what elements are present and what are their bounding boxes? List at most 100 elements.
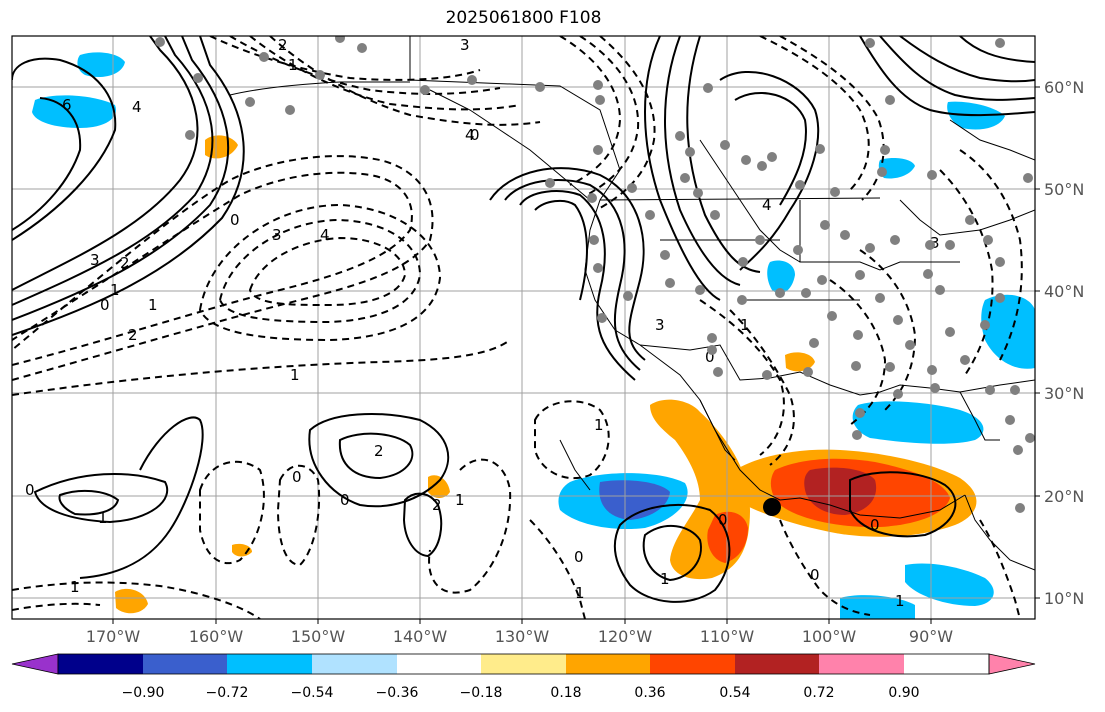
lon-ticks xyxy=(112,619,932,624)
contour-label: 2 xyxy=(120,254,130,272)
lon-labels: 170°W 160°W 150°W 140°W 130°W 120°W 110°… xyxy=(86,627,953,646)
colorbar-tick: −0.18 xyxy=(460,685,503,701)
contour-label: 2 xyxy=(278,36,288,54)
contour-label: 1 xyxy=(70,578,80,596)
lon-label-110w: 110°W xyxy=(700,627,755,646)
contour-label: 1 xyxy=(288,56,298,74)
contour-label: 0 xyxy=(870,516,880,534)
lon-label-170w: 170°W xyxy=(86,627,141,646)
lon-label-120w: 120°W xyxy=(598,627,653,646)
contour-label: 4 xyxy=(465,126,475,144)
contour-label: 1 xyxy=(148,296,158,314)
colorbar-segment xyxy=(312,654,397,674)
center-marker xyxy=(763,498,781,516)
colorbar-segment xyxy=(397,654,481,674)
contour-label: 1 xyxy=(575,584,585,602)
colorbar-tick: 0.54 xyxy=(719,685,750,701)
contour-label: 2 xyxy=(432,496,442,514)
negative-region-small-1 xyxy=(767,260,795,294)
lat-label-20n: 20°N xyxy=(1044,487,1084,506)
contour-label: 4 xyxy=(132,98,142,116)
positive-region-small-hawaii xyxy=(428,475,450,498)
colorbar-segment xyxy=(819,654,904,674)
lon-label-100w: 100°W xyxy=(802,627,857,646)
contour-label: 0 xyxy=(705,348,715,366)
negative-core-mexico-west xyxy=(599,480,670,520)
negative-region-gulf xyxy=(852,401,984,444)
contour-label: 2 xyxy=(128,326,138,344)
contour-label: 3 xyxy=(272,226,282,244)
colorbar-tick: 0.36 xyxy=(634,685,665,701)
colorbar-segment xyxy=(481,654,566,674)
colorbar-outline xyxy=(57,653,990,675)
colorbar-segment xyxy=(58,654,143,674)
colorbar-tick: 0.18 xyxy=(550,685,581,701)
colorbar-segment xyxy=(227,654,312,674)
station-dots xyxy=(155,36,1035,513)
map-frame xyxy=(11,35,1036,620)
contour-label: 1 xyxy=(660,570,670,588)
contour-label: 0 xyxy=(718,511,728,529)
positive-region-small-texas xyxy=(785,352,815,372)
coastlines xyxy=(229,36,1035,571)
lon-label-140w: 140°W xyxy=(393,627,448,646)
colorbar-segments xyxy=(58,654,904,674)
lon-label-90w: 90°W xyxy=(909,627,953,646)
positive-region-small-pacific xyxy=(115,588,148,614)
contour-label: 1 xyxy=(455,491,465,509)
colorbar-tick: 0.72 xyxy=(803,685,834,701)
colorbar-tick-labels: −0.90 −0.72 −0.54 −0.36 −0.18 0.18 0.36 … xyxy=(122,685,920,701)
contour-label: 3 xyxy=(655,316,665,334)
contours-solid xyxy=(12,36,1035,603)
contour-label: 1 xyxy=(98,509,108,527)
map-title: 2025061800 F108 xyxy=(445,8,602,28)
contour-label: 2 xyxy=(374,442,384,460)
colorbar-low-extend xyxy=(11,653,59,675)
colorbar-segment xyxy=(566,654,650,674)
colorbar-segment xyxy=(143,654,227,674)
negative-region-east xyxy=(981,294,1035,369)
contour-label: 3 xyxy=(460,36,470,54)
lat-label-10n: 10°N xyxy=(1044,589,1084,608)
colorbar-tick: −0.54 xyxy=(291,685,334,701)
contour-label: 6 xyxy=(62,96,72,114)
colorbar-segment xyxy=(735,654,819,674)
contour-label: 0 xyxy=(25,481,35,499)
contour-label: 4 xyxy=(320,226,330,244)
lon-label-130w: 130°W xyxy=(495,627,550,646)
contour-label: 0 xyxy=(292,468,302,486)
contour-label: 1 xyxy=(290,366,300,384)
lat-label-60n: 60°N xyxy=(1044,78,1084,97)
lat-labels: 60°N 50°N 40°N 30°N 20°N 10°N xyxy=(1044,78,1084,608)
contour-label: 1 xyxy=(740,316,750,334)
contour-label: 0 xyxy=(470,126,480,144)
lon-label-150w: 150°W xyxy=(291,627,346,646)
colorbar-high-extend xyxy=(988,653,1036,675)
contour-label: 0 xyxy=(574,548,584,566)
negative-region-pacific-west xyxy=(32,95,116,128)
colorbar-tick: −0.90 xyxy=(122,685,165,701)
colorbar: −0.90 −0.72 −0.54 −0.36 −0.18 0.18 0.36 … xyxy=(11,653,1036,701)
lat-label-40n: 40°N xyxy=(1044,282,1084,301)
negative-region-caribbean xyxy=(905,563,994,606)
contour-label: 1 xyxy=(895,592,905,610)
contour-label: 1 xyxy=(594,416,604,434)
colorbar-tick: −0.72 xyxy=(206,685,249,701)
contour-label: 3 xyxy=(930,234,940,252)
contour-label: 4 xyxy=(762,196,772,214)
contour-label: 0 xyxy=(100,296,110,314)
negative-region-small-2 xyxy=(878,158,915,179)
contour-label: 1 xyxy=(110,281,120,299)
contour-label: 0 xyxy=(340,491,350,509)
lat-ticks xyxy=(1035,86,1040,599)
lat-label-50n: 50°N xyxy=(1044,180,1084,199)
contour-labels: 6 4 3 2 1 0 1 2 3 4 2 1 0 1 2 1 0 3 4 0 … xyxy=(25,36,940,610)
contour-label: 0 xyxy=(230,211,240,229)
contour-label: 3 xyxy=(90,251,100,269)
contour-label: 0 xyxy=(810,566,820,584)
colorbar-tick: −0.36 xyxy=(376,685,419,701)
lon-label-160w: 160°W xyxy=(189,627,244,646)
colorbar-tick: 0.90 xyxy=(888,685,919,701)
colorbar-segment xyxy=(650,654,735,674)
